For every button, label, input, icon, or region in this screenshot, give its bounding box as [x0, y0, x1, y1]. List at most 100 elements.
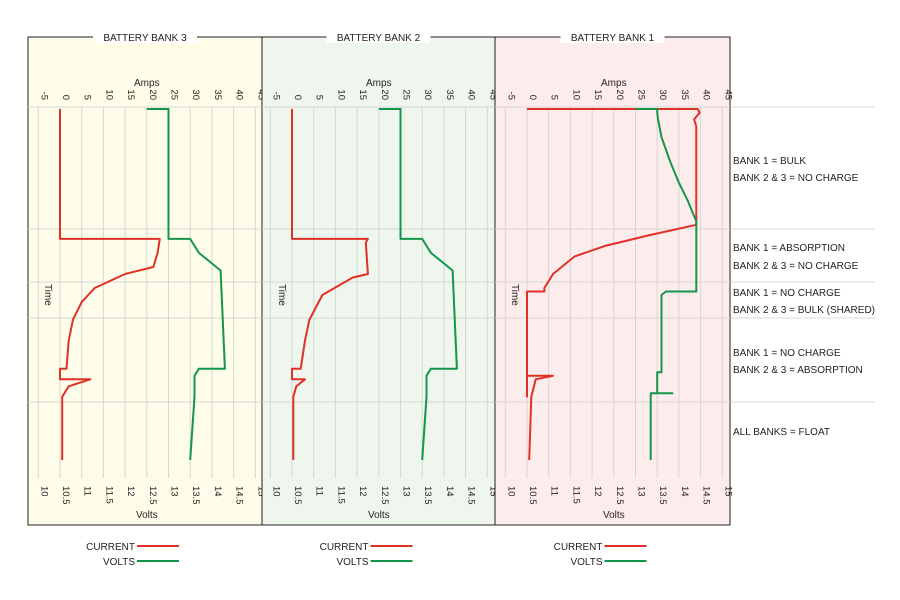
- stage-note: BANK 1 = NO CHARGE: [733, 288, 841, 299]
- amps-tick-label: 5: [549, 95, 560, 100]
- volts-tick-label: 12.5: [614, 486, 625, 505]
- time-axis-label: Time: [276, 284, 287, 306]
- amps-tick-label: 45: [722, 89, 733, 100]
- amps-tick-label: 35: [212, 89, 223, 100]
- volts-axis-title: Volts: [603, 510, 625, 521]
- stage-note: BANK 1 = NO CHARGE: [733, 348, 841, 359]
- volts-tick-label: 11: [549, 486, 560, 496]
- volts-axis-title: Volts: [368, 510, 390, 521]
- amps-tick-label: 15: [592, 89, 603, 100]
- amps-tick-label: 30: [657, 89, 668, 100]
- legend-volts-label: VOLTS: [336, 557, 368, 568]
- amps-tick-label: 25: [401, 89, 412, 100]
- current-series-line: [291, 109, 369, 460]
- amps-tick-label: 30: [190, 89, 201, 100]
- volts-tick-label: 15: [487, 486, 498, 497]
- amps-axis-title: Amps: [601, 78, 627, 89]
- volts-tick-label: 14.5: [466, 486, 477, 505]
- panel-frame: [494, 36, 731, 526]
- volts-tick-label: 12: [592, 486, 603, 497]
- amps-tick-label: 25: [169, 89, 180, 100]
- volts-tick-label: 14: [679, 486, 690, 497]
- amps-tick-label: 0: [292, 95, 303, 100]
- volts-tick-label: 15: [722, 486, 733, 497]
- volts-series-line: [378, 108, 458, 461]
- volts-tick-label: 10: [505, 486, 516, 497]
- volts-tick-label: 10: [38, 486, 49, 497]
- legend-current-label: CURRENT: [554, 542, 603, 553]
- amps-tick-label: 40: [701, 89, 712, 100]
- amps-tick-label: 40: [234, 89, 245, 100]
- stage-note: BANK 1 = ABSORPTION: [733, 243, 845, 254]
- volts-tick-label: 14.5: [701, 486, 712, 505]
- stage-note: BANK 2 & 3 = BULK (SHARED): [733, 305, 875, 316]
- legend-volts-label: VOLTS: [103, 557, 135, 568]
- volts-tick-label: 12: [357, 486, 368, 497]
- volts-axis-title: Volts: [136, 510, 158, 521]
- amps-tick-label: 25: [636, 89, 647, 100]
- amps-tick-label: 35: [679, 89, 690, 100]
- volts-tick-label: 12.5: [379, 486, 390, 505]
- amps-tick-label: 20: [379, 89, 390, 100]
- volts-tick-label: 10.5: [60, 486, 71, 505]
- amps-tick-label: 40: [466, 89, 477, 100]
- amps-tick-label: 35: [444, 89, 455, 100]
- amps-tick-label: -5: [270, 92, 281, 100]
- volts-tick-label: 10.5: [527, 486, 538, 505]
- stage-note: ALL BANKS = FLOAT: [733, 427, 830, 438]
- amps-tick-label: 20: [147, 89, 158, 100]
- volts-tick-label: 13: [169, 486, 180, 497]
- volts-tick-label: 11.5: [103, 486, 114, 504]
- panel-title: BATTERY BANK 2: [337, 33, 421, 44]
- volts-tick-label: 14: [444, 486, 455, 497]
- panel-title-bg: [93, 31, 197, 43]
- time-axis-label: Time: [509, 284, 520, 306]
- volts-series-line: [146, 108, 226, 461]
- amps-tick-label: 0: [60, 95, 71, 100]
- amps-tick-label: -5: [505, 92, 516, 100]
- legend-current-label: CURRENT: [86, 542, 135, 553]
- volts-tick-label: 13.5: [190, 486, 201, 505]
- legend-current-label: CURRENT: [320, 542, 369, 553]
- volts-tick-label: 14.5: [234, 486, 245, 505]
- volts-tick-label: 12: [125, 486, 136, 497]
- amps-tick-label: 10: [103, 89, 114, 100]
- volts-tick-label: 11: [82, 486, 93, 496]
- volts-tick-label: 13.5: [657, 486, 668, 505]
- battery-bank-panel: BATTERY BANK 2 -5 10 0 10.5 5 11 10 11.5 15 12 20 12…: [261, 31, 498, 568]
- volts-tick-label: 10: [270, 486, 281, 497]
- amps-axis-title: Amps: [134, 78, 160, 89]
- legend-volts-label: VOLTS: [570, 557, 602, 568]
- panel-frame: [27, 36, 263, 526]
- current-series-line: [526, 108, 701, 461]
- volts-tick-label: 12.5: [147, 486, 158, 505]
- time-axis-label: Time: [42, 284, 53, 306]
- battery-bank-panel: BATTERY BANK 1 -5 10 0 10.5 5 11 10 11.5 15 12 20 12…: [494, 31, 733, 568]
- stage-note: BANK 2 & 3 = NO CHARGE: [733, 173, 859, 184]
- amps-tick-label: 10: [335, 89, 346, 100]
- amps-tick-label: 45: [255, 89, 266, 100]
- amps-tick-label: 45: [487, 89, 498, 100]
- amps-tick-label: 0: [527, 95, 538, 100]
- volts-series-line: [635, 108, 698, 460]
- volts-tick-label: 13.5: [422, 486, 433, 505]
- amps-tick-label: 15: [125, 89, 136, 100]
- amps-tick-label: 10: [570, 89, 581, 100]
- amps-tick-label: 5: [314, 95, 325, 100]
- stage-note: BANK 2 & 3 = NO CHARGE: [733, 261, 859, 272]
- volts-tick-label: 11: [314, 486, 325, 496]
- stage-note: BANK 2 & 3 = ABSORPTION: [733, 365, 863, 376]
- volts-tick-label: 13: [636, 486, 647, 497]
- panel-title: BATTERY BANK 1: [571, 33, 655, 44]
- volts-tick-label: 11.5: [335, 486, 346, 504]
- panel-title: BATTERY BANK 3: [103, 33, 187, 44]
- volts-tick-label: 14: [212, 486, 223, 497]
- stage-note: BANK 1 = BULK: [733, 156, 806, 167]
- amps-tick-label: 5: [82, 95, 93, 100]
- volts-tick-label: 11.5: [570, 486, 581, 504]
- panel-title-bg: [326, 31, 431, 43]
- volts-tick-label: 15: [255, 486, 266, 497]
- panel-title-bg: [560, 31, 665, 43]
- amps-tick-label: 15: [357, 89, 368, 100]
- amps-axis-title: Amps: [366, 78, 392, 89]
